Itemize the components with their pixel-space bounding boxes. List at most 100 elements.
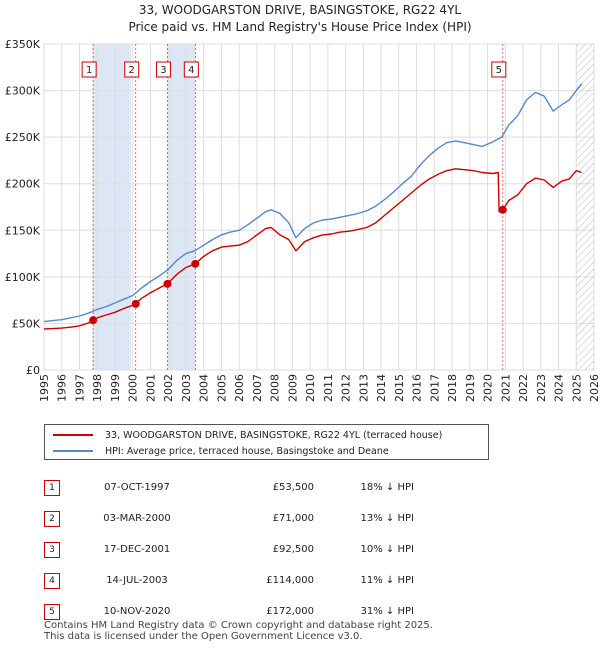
sale-number-cell: 1	[44, 472, 92, 503]
sale-point	[89, 316, 98, 325]
y-axis-ticks: £0 £50K £100K £150K £200K £250K £300K £350K	[5, 38, 41, 377]
table-row: 5 10-NOV-2020 £172,000 31% ↓ HPI	[44, 596, 414, 627]
sale-hpi-diff-cell: 18% ↓ HPI	[314, 472, 414, 503]
sale-hpi-diff: 31% ↓ HPI	[360, 606, 414, 617]
chart-subtitle: Price paid vs. HM Land Registry's House …	[128, 20, 471, 34]
sale-badge-label: 2	[129, 65, 135, 76]
table-row: 1 07-OCT-1997 £53,500 18% ↓ HPI	[44, 472, 414, 503]
x-tick-label: 2018	[446, 374, 459, 402]
sale-point	[498, 205, 507, 214]
transactions-table: 1 07-OCT-1997 £53,500 18% ↓ HPI 2 03-MAR-2000…	[44, 472, 414, 627]
sale-number: 3	[44, 541, 60, 558]
x-tick-label: 1997	[73, 374, 86, 402]
sale-date-cell: 17-DEC-2001	[92, 534, 182, 565]
sale-number: 1	[44, 479, 60, 496]
x-tick-label: 1996	[56, 374, 69, 402]
sale-price-cell: £71,000	[182, 503, 314, 534]
sale-number: 4	[44, 572, 60, 589]
sale-badge-label: 3	[160, 65, 166, 76]
y-tick-label: £200K	[5, 178, 41, 191]
x-tick-label: 2007	[251, 374, 264, 402]
footer-licence: This data is licensed under the Open Gov…	[44, 631, 363, 642]
table-row: 2 03-MAR-2000 £71,000 13% ↓ HPI	[44, 503, 414, 534]
x-tick-label: 2022	[517, 374, 530, 402]
sale-badge-label: 5	[496, 65, 502, 76]
x-tick-label: 2020	[482, 374, 495, 402]
table-row: 3 17-DEC-2001 £92,500 10% ↓ HPI	[44, 534, 414, 565]
sale-hpi-diff-cell: 11% ↓ HPI	[314, 565, 414, 596]
hpi-line	[43, 83, 583, 323]
x-tick-label: 1995	[38, 374, 51, 402]
x-tick-label: 2024	[553, 374, 566, 402]
sale-badge-box	[124, 61, 140, 78]
x-tick-label: 2017	[428, 374, 441, 402]
sale-price: £71,000	[272, 513, 314, 524]
sale-price: £172,000	[266, 606, 314, 617]
price-chart: 33, WOODGARSTON DRIVE, BASINGSTOKE, RG22…	[5, 3, 600, 402]
sale-price: £53,500	[272, 482, 314, 493]
sale-date-cell: 14-JUL-2003	[92, 565, 182, 596]
x-axis-ticks: 1995 1996 1997 1998 1999 2000 2001 2002 2003 2004…	[38, 374, 600, 402]
sale-badge-box	[81, 61, 97, 78]
sale-badges: 1 2 3 4 5	[81, 61, 507, 78]
sale-badge-box	[491, 61, 507, 78]
legend-label-property: 33, WOODGARSTON DRIVE, BASINGSTOKE, RG22…	[105, 429, 443, 441]
x-tick-label: 2009	[286, 374, 299, 402]
x-tick-label: 2019	[464, 374, 477, 402]
x-tick-label: 2008	[269, 374, 282, 402]
sale-point	[131, 299, 140, 308]
y-tick-label: £300K	[5, 85, 41, 98]
sale-hpi-diff: 18% ↓ HPI	[360, 482, 414, 493]
chart-title: 33, WOODGARSTON DRIVE, BASINGSTOKE, RG22…	[139, 3, 461, 17]
sale-date: 10-NOV-2020	[103, 606, 171, 617]
legend-swatch-hpi	[53, 450, 93, 452]
x-tick-label: 2002	[162, 374, 175, 402]
sale-date: 07-OCT-1997	[104, 482, 170, 493]
x-tick-label: 1999	[109, 374, 122, 402]
y-tick-label: £0	[26, 364, 40, 377]
sale-hpi-diff: 13% ↓ HPI	[360, 513, 414, 524]
x-tick-label: 2025	[570, 374, 583, 402]
sale-date: 17-DEC-2001	[103, 544, 171, 555]
x-tick-label: 2011	[322, 374, 335, 402]
x-tick-label: 2006	[233, 374, 246, 402]
sale-hpi-diff-cell: 13% ↓ HPI	[314, 503, 414, 534]
sale-price-cell: £172,000	[182, 596, 314, 627]
legend-item-property: 33, WOODGARSTON DRIVE, BASINGSTOKE, RG22…	[53, 428, 442, 442]
table-row: 4 14-JUL-2003 £114,000 11% ↓ HPI	[44, 565, 414, 596]
sale-date-cell: 03-MAR-2000	[92, 503, 182, 534]
sale-number: 5	[44, 603, 60, 620]
x-tick-label: 2014	[375, 374, 388, 402]
x-tick-label: 2016	[411, 374, 424, 402]
x-tick-label: 2013	[357, 374, 370, 402]
x-tick-label: 2012	[340, 374, 353, 402]
y-tick-label: £100K	[5, 271, 41, 284]
sale-points	[89, 205, 507, 325]
sale-point	[163, 279, 172, 288]
sale-hpi-diff-cell: 31% ↓ HPI	[314, 596, 414, 627]
forecast-hatch	[576, 44, 594, 370]
sale-badge-label: 1	[86, 65, 92, 76]
sale-number-cell: 2	[44, 503, 92, 534]
sale-date: 14-JUL-2003	[106, 575, 168, 586]
sale-hpi-diff: 10% ↓ HPI	[360, 544, 414, 555]
x-tick-label: 2001	[144, 374, 157, 402]
y-tick-label: £350K	[5, 38, 41, 51]
x-tick-label: 2010	[304, 374, 317, 402]
sale-price: £114,000	[266, 575, 314, 586]
shaded-periods	[93, 44, 196, 370]
sale-number-cell: 4	[44, 565, 92, 596]
sale-price-cell: £92,500	[182, 534, 314, 565]
legend: 33, WOODGARSTON DRIVE, BASINGSTOKE, RG22…	[44, 424, 489, 460]
y-tick-label: £150K	[5, 224, 41, 237]
sale-badge-box	[183, 61, 199, 78]
legend-item-hpi: HPI: Average price, terraced house, Basi…	[53, 444, 389, 458]
x-tick-label: 2000	[127, 374, 140, 402]
footer-copyright: Contains HM Land Registry data © Crown c…	[44, 620, 433, 631]
sale-price: £92,500	[272, 544, 314, 555]
sale-hpi-diff-cell: 10% ↓ HPI	[314, 534, 414, 565]
x-tick-label: 2015	[393, 374, 406, 402]
y-tick-label: £250K	[5, 131, 41, 144]
x-tick-label: 2005	[215, 374, 228, 402]
sale-date-cell: 07-OCT-1997	[92, 472, 182, 503]
